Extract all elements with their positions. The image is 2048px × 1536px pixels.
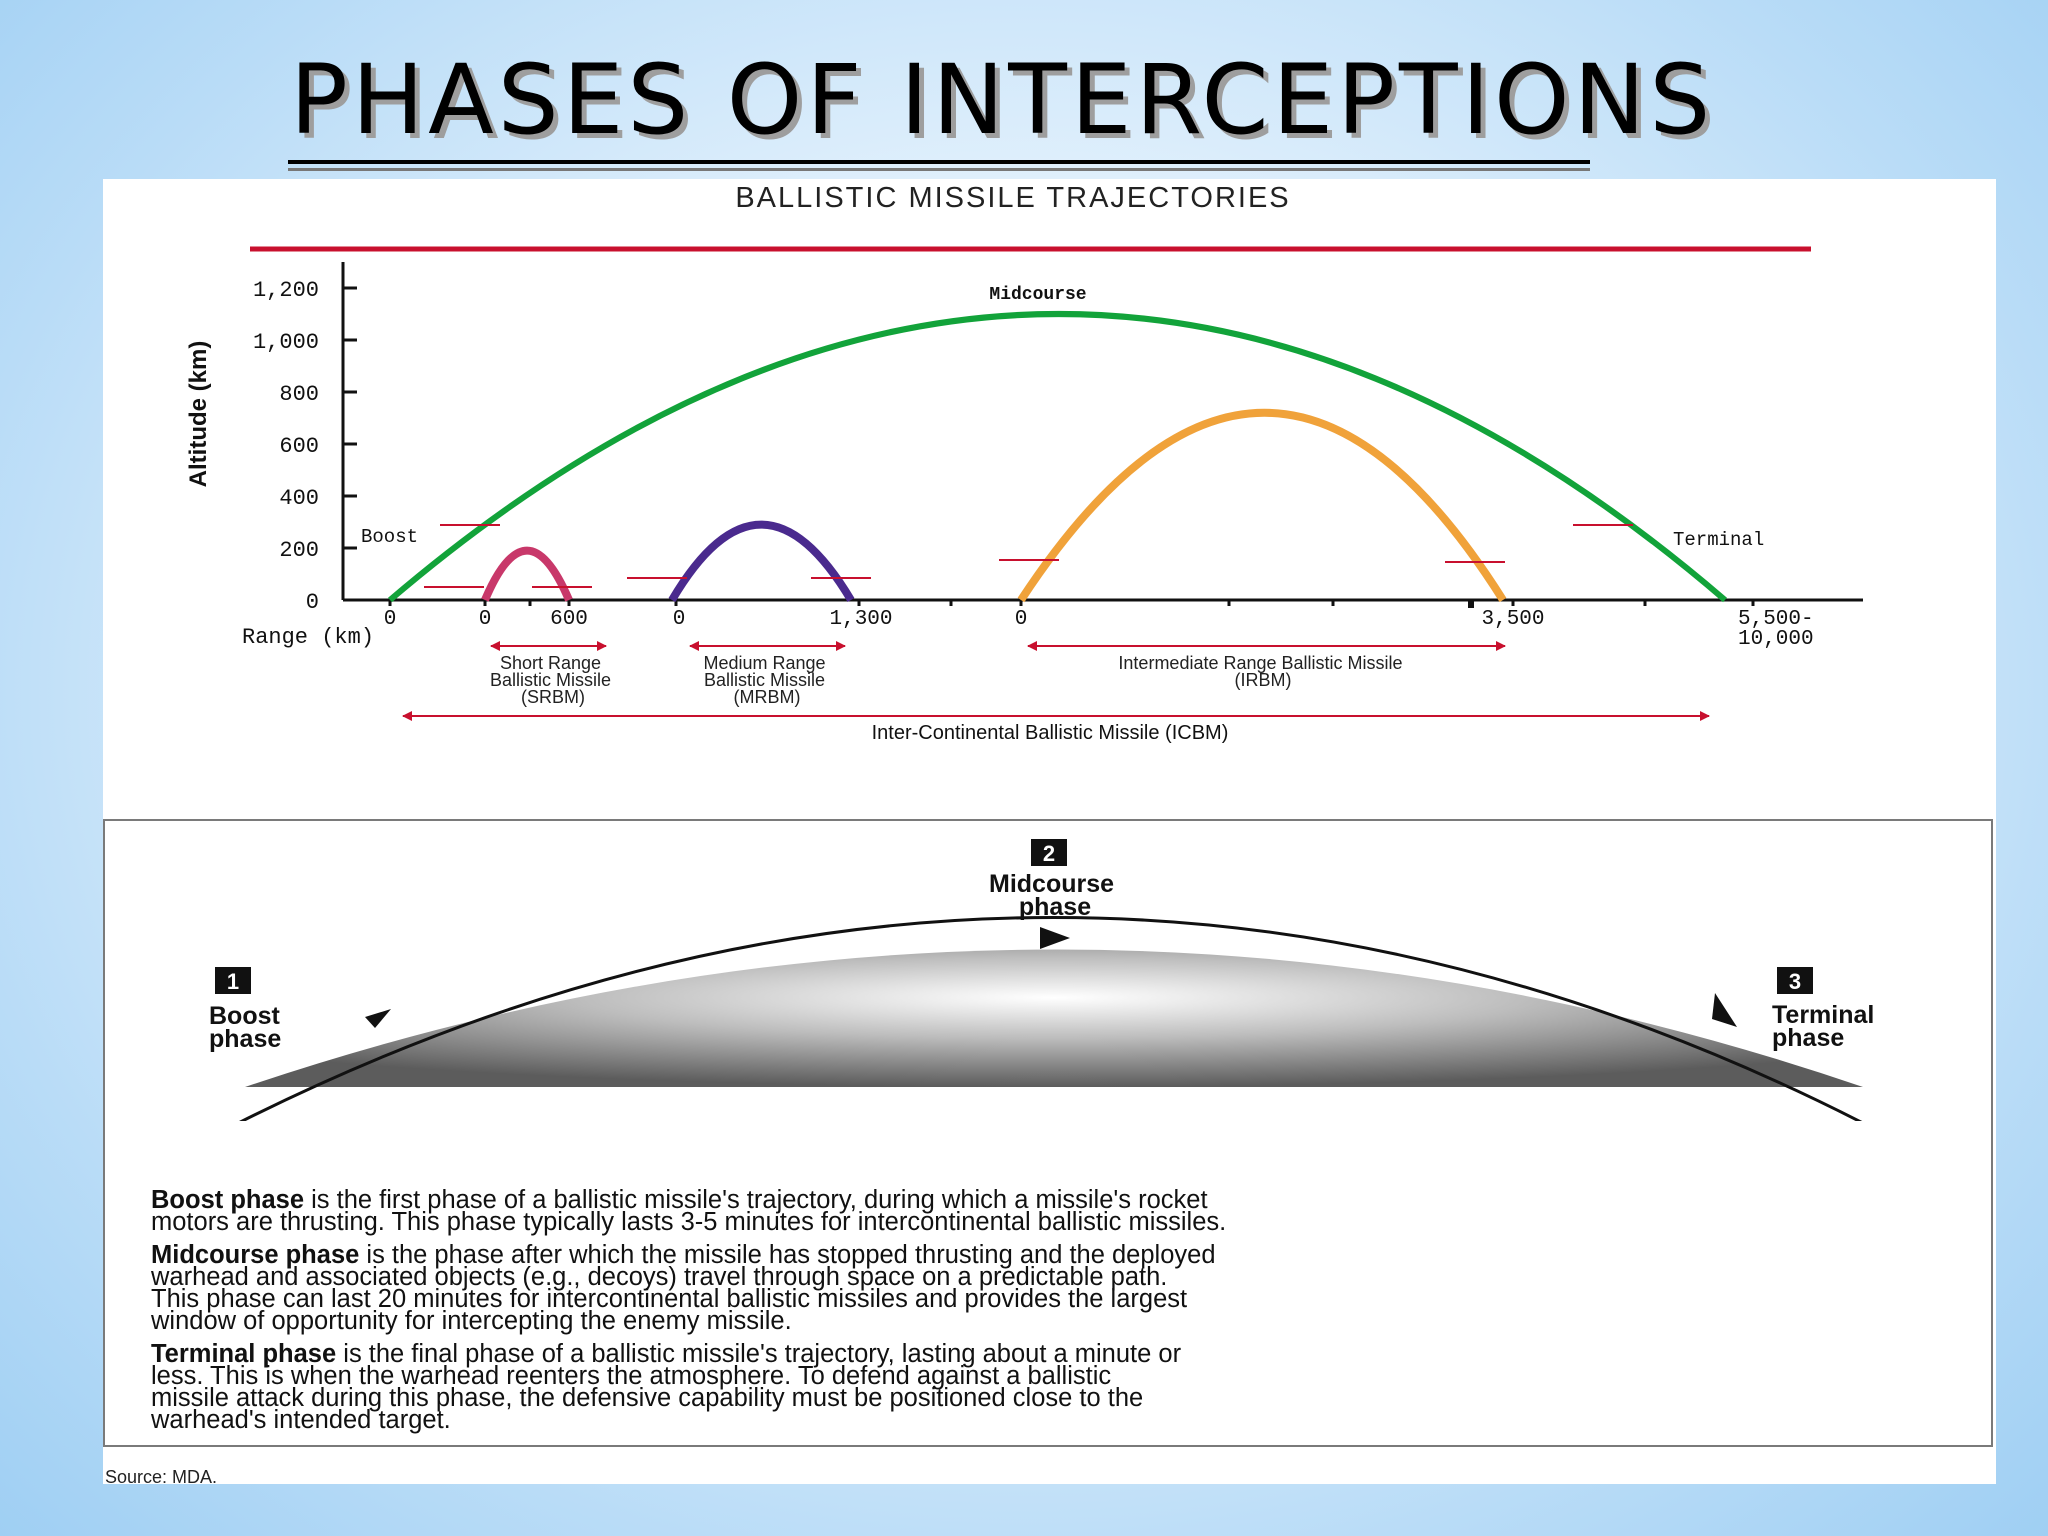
x-tick-label: 0 <box>479 608 492 631</box>
midcourse-number: 2 <box>1043 841 1055 866</box>
mrbm-trajectory <box>668 520 855 603</box>
y-tick-label: 800 <box>279 382 319 407</box>
srbm-label-line: Short Range <box>500 653 601 673</box>
terminal-label-line: Terminal <box>1772 1001 1874 1029</box>
description-text: is the phase after which the missile has… <box>359 1241 1216 1269</box>
y-tick-label: 0 <box>306 590 319 615</box>
phases-figure: 2 Midcourse phase 1 Boost phase 3 Termin… <box>209 839 1881 1121</box>
srbm-label-line: (SRBM) <box>521 687 585 707</box>
x-tick-label: 10,000 <box>1738 628 1814 651</box>
mrbm-label-line: (MRBM) <box>734 687 801 707</box>
x-tick-label: 0 <box>1015 608 1028 631</box>
boost-phase-label: Boost phase <box>209 1002 287 1053</box>
midcourse-number-box <box>1031 839 1067 866</box>
description-text: warhead and associated objects (e.g., de… <box>151 1263 1168 1291</box>
description-text: motors are thrusting. This phase typical… <box>151 1208 1227 1236</box>
description-text: missile attack during this phase, the de… <box>151 1384 1144 1412</box>
y-tick-label: 200 <box>279 538 319 563</box>
boost-number-box <box>215 967 251 994</box>
terminal-annotation: Terminal <box>1673 529 1764 551</box>
mrbm-range-label: Medium Range Ballistic Missile (MRBM) <box>703 653 830 707</box>
midcourse-label-line: Midcourse <box>989 870 1114 898</box>
source-note: Source: MDA. <box>105 1467 218 1487</box>
irbm-label-line: Intermediate Range Ballistic Missile <box>1118 653 1402 673</box>
y-axis-label: Altitude (km) <box>185 341 212 488</box>
midcourse-arrow-icon <box>1040 927 1070 949</box>
boost-label-line: phase <box>209 1025 281 1053</box>
description-text: This phase can last 20 minutes for inter… <box>151 1285 1188 1313</box>
boost-arrow-icon <box>365 1009 391 1028</box>
irbm-trajectory <box>1017 408 1507 603</box>
y-tick-label: 600 <box>279 434 319 459</box>
phase-markers <box>424 524 1633 588</box>
mrbm-label-line: Medium Range <box>703 653 825 673</box>
terminal-number: 3 <box>1789 969 1801 994</box>
earth-surface <box>245 949 1863 1087</box>
y-tick-label: 1,200 <box>253 278 319 303</box>
phases-panel: 2 Midcourse phase 1 Boost phase 3 Termin… <box>103 819 1996 1487</box>
trajectory-chart: BALLISTIC MISSILE TRAJECTORIES Altitude … <box>185 182 1863 744</box>
description-term: Terminal phase <box>151 1340 337 1368</box>
trajectory-chart-panel: BALLISTIC MISSILE TRAJECTORIES Altitude … <box>103 179 1996 819</box>
irbm-range-label: Intermediate Range Ballistic Missile (IR… <box>1118 653 1407 690</box>
srbm-label-line: Ballistic Missile <box>490 670 611 690</box>
phases-figure-box: 2 Midcourse phase 1 Boost phase 3 Termin… <box>103 819 1993 1447</box>
slide-title: PHASES OF INTERCEPTIONS <box>290 44 1715 156</box>
srbm-trajectory <box>481 546 573 602</box>
midcourse-annotation: Midcourse <box>989 285 1086 305</box>
icbm-trajectory <box>388 311 1727 603</box>
x-tick-label: 1,300 <box>829 608 892 631</box>
description-text: warhead's intended target. <box>151 1406 451 1434</box>
description-text: less. This is when the warhead reenters … <box>151 1362 1112 1390</box>
y-tick-label: 400 <box>279 486 319 511</box>
description-text: window of opportunity for intercepting t… <box>151 1307 792 1335</box>
x-axis-label: Range (km) <box>242 625 374 650</box>
midcourse-phase-description: Midcourse phase is the phase after which… <box>151 1241 1951 1335</box>
description-text: is the first phase of a ballistic missil… <box>304 1186 1208 1214</box>
title-underline <box>288 160 1590 171</box>
terminal-number-box <box>1777 967 1813 994</box>
description-text: is the final phase of a ballistic missil… <box>336 1340 1182 1368</box>
irbm-label-line: (IRBM) <box>1235 670 1292 690</box>
trajectory-arc <box>239 916 1863 1121</box>
icbm-range-label: Inter-Continental Ballistic Missile (ICB… <box>872 722 1229 744</box>
midcourse-label-line: phase <box>1019 893 1091 921</box>
boost-label-line: Boost <box>209 1002 281 1030</box>
terminal-phase-label: Terminal phase <box>1772 1001 1881 1052</box>
terminal-label-line: phase <box>1772 1024 1844 1052</box>
x-tick-label: 0 <box>384 608 397 631</box>
midcourse-phase-label: Midcourse phase <box>989 870 1121 921</box>
x-tick-label: 5,500- <box>1738 608 1814 631</box>
srbm-range-label: Short Range Ballistic Missile (SRBM) <box>490 653 616 707</box>
boost-phase-description: Boost phase is the first phase of a ball… <box>151 1186 1951 1236</box>
boost-annotation: Boost <box>361 526 418 548</box>
description-term: Midcourse phase <box>151 1241 360 1269</box>
y-ticks: 0 200 400 600 800 1,000 1,200 <box>253 278 357 615</box>
chart-title: BALLISTIC MISSILE TRAJECTORIES <box>735 182 1290 214</box>
mrbm-label-line: Ballistic Missile <box>704 670 825 690</box>
y-tick-label: 1,000 <box>253 330 319 355</box>
x-tick-label: 0 <box>673 608 686 631</box>
description-term: Boost phase <box>151 1186 305 1214</box>
x-tick-labels: 0 0 600 0 1,300 0 3,500 5,500- 10,000 <box>384 608 1814 651</box>
x-tick-label: 3,500 <box>1481 608 1544 631</box>
x-ticks <box>388 600 1755 608</box>
terminal-arrow-icon <box>1712 993 1737 1027</box>
boost-number: 1 <box>227 969 239 994</box>
x-tick-label: 600 <box>550 608 588 631</box>
terminal-phase-description: Terminal phase is the final phase of a b… <box>151 1340 1951 1434</box>
